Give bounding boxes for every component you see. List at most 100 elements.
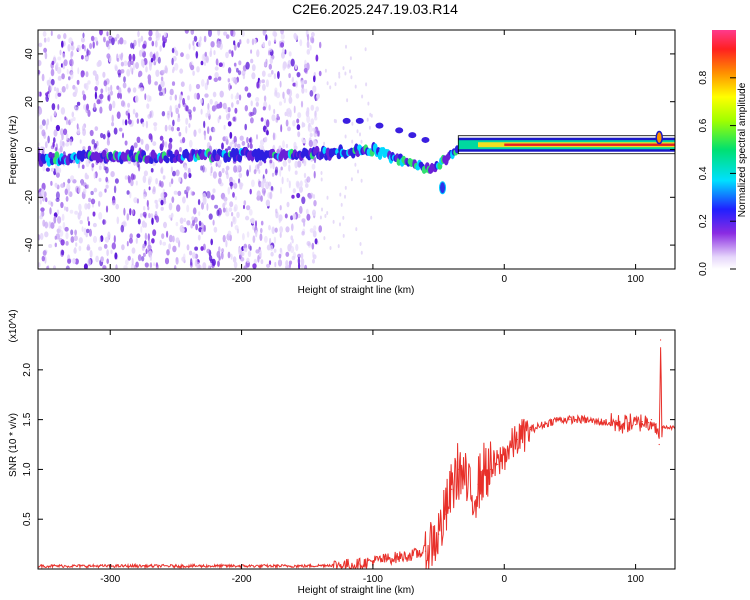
spectrogram-y-axis-label: Frequency (Hz) bbox=[8, 116, 19, 185]
snr-data-point bbox=[424, 550, 427, 552]
noise-speck bbox=[43, 47, 47, 53]
spectrogram-x-tick-label: 0 bbox=[501, 274, 507, 285]
colorbar: 0.0 0.2 0.4 0.6 0.8 Normalized spectral ampl… bbox=[698, 30, 748, 276]
noise-speck bbox=[140, 226, 143, 233]
noise-speck bbox=[69, 59, 73, 65]
noise-speck bbox=[319, 215, 322, 220]
noise-speck bbox=[224, 200, 227, 205]
noise-speck bbox=[159, 135, 164, 141]
noise-speck bbox=[239, 135, 244, 141]
noise-speck bbox=[203, 35, 207, 43]
noise-speck bbox=[306, 213, 311, 221]
upper-branch-blob bbox=[355, 117, 364, 124]
noise-speck bbox=[106, 53, 111, 59]
noise-speck bbox=[171, 126, 174, 132]
noise-speck bbox=[50, 180, 53, 186]
noise-speck bbox=[55, 62, 59, 69]
noise-speck bbox=[280, 33, 285, 40]
noise-speck bbox=[278, 253, 282, 259]
noise-speck bbox=[288, 164, 291, 172]
noise-speck bbox=[279, 247, 282, 253]
noise-speck bbox=[122, 132, 124, 139]
noise-speck bbox=[67, 178, 71, 184]
noise-speck bbox=[223, 31, 228, 36]
noise-speck bbox=[113, 235, 116, 243]
noise-speck bbox=[279, 80, 282, 88]
noise-speck bbox=[47, 93, 51, 99]
noise-speck bbox=[293, 32, 297, 40]
noise-speck bbox=[214, 204, 219, 209]
noise-speck bbox=[70, 50, 74, 57]
noise-speck bbox=[111, 37, 115, 46]
noise-speck bbox=[75, 185, 80, 193]
noise-speck bbox=[225, 210, 230, 217]
noise-speck bbox=[46, 265, 50, 269]
noise-speck bbox=[195, 223, 199, 231]
noise-speck bbox=[57, 56, 62, 61]
noise-speck bbox=[287, 107, 291, 114]
noise-speck bbox=[311, 242, 315, 250]
noise-speck bbox=[41, 119, 46, 126]
noise-speck bbox=[180, 52, 184, 58]
noise-speck bbox=[144, 232, 148, 241]
noise-speck bbox=[204, 61, 206, 66]
noise-speck bbox=[61, 86, 66, 93]
noise-speck bbox=[98, 212, 103, 220]
noise-speck bbox=[39, 124, 43, 130]
noise-speck bbox=[306, 107, 310, 114]
noise-speck bbox=[351, 139, 354, 144]
noise-speck bbox=[90, 198, 96, 205]
noise-speck bbox=[293, 105, 296, 114]
carrier-band-core bbox=[504, 143, 675, 146]
noise-speck bbox=[129, 66, 133, 72]
noise-speck bbox=[145, 120, 149, 129]
noise-speck bbox=[114, 37, 118, 42]
noise-speck bbox=[318, 70, 322, 77]
noise-speck bbox=[162, 41, 166, 48]
noise-speck bbox=[103, 38, 106, 43]
noise-speck bbox=[159, 239, 162, 246]
noise-speck bbox=[287, 126, 291, 132]
noise-speck bbox=[210, 41, 215, 48]
noise-speck bbox=[182, 196, 186, 204]
noise-speck bbox=[309, 132, 313, 138]
noise-speck bbox=[64, 188, 69, 196]
noise-speck bbox=[62, 221, 66, 230]
noise-speck bbox=[179, 68, 184, 74]
noise-speck bbox=[123, 40, 127, 45]
noise-speck bbox=[234, 225, 239, 231]
noise-speck bbox=[326, 211, 329, 215]
noise-speck bbox=[187, 167, 191, 175]
noise-speck bbox=[266, 119, 270, 128]
noise-speck bbox=[209, 135, 212, 142]
noise-speck bbox=[319, 41, 322, 49]
noise-speck bbox=[315, 54, 319, 62]
noise-speck bbox=[189, 139, 193, 148]
noise-speck bbox=[221, 248, 225, 254]
noise-speck bbox=[197, 234, 201, 241]
noise-speck bbox=[288, 89, 293, 98]
noise-speck bbox=[94, 36, 98, 42]
noise-speck bbox=[290, 235, 294, 241]
noise-speck bbox=[144, 222, 148, 228]
noise-speck bbox=[294, 160, 298, 169]
noise-speck bbox=[312, 209, 316, 217]
noise-speck bbox=[253, 169, 257, 175]
noise-speck bbox=[360, 139, 363, 144]
noise-speck bbox=[203, 224, 206, 233]
noise-speck bbox=[205, 56, 209, 62]
noise-speck bbox=[45, 122, 48, 130]
spectrogram-x-tick-label: -300 bbox=[100, 274, 120, 285]
noise-speck bbox=[111, 114, 114, 123]
noise-speck bbox=[279, 205, 282, 211]
noise-speck bbox=[282, 61, 287, 69]
noise-speck bbox=[76, 79, 80, 85]
noise-speck bbox=[72, 116, 76, 122]
noise-speck bbox=[248, 209, 253, 216]
noise-speck bbox=[92, 235, 98, 244]
noise-speck bbox=[266, 263, 271, 268]
noise-speck bbox=[135, 180, 138, 186]
noise-speck bbox=[217, 30, 221, 36]
noise-speck bbox=[67, 44, 71, 52]
noise-speck bbox=[184, 165, 188, 171]
